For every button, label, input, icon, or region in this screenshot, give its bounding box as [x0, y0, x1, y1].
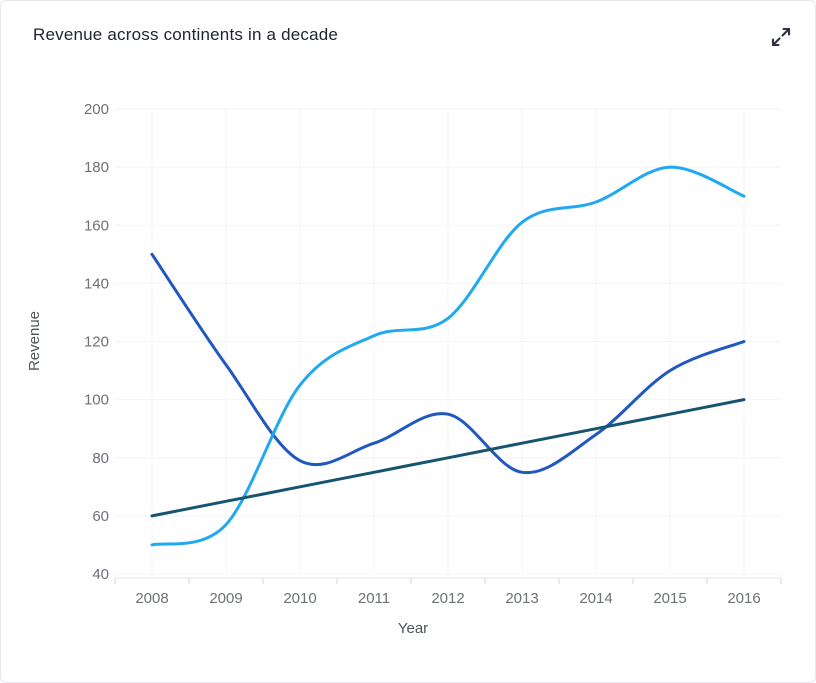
expand-button[interactable]: [767, 23, 795, 51]
y-tick-label: 160: [84, 217, 109, 234]
y-tick-label: 200: [84, 101, 109, 118]
x-tick-label: 2016: [727, 590, 760, 607]
series-line-dark-teal: [150, 398, 746, 518]
y-tick-label: 60: [92, 508, 109, 525]
y-tick-label: 140: [84, 275, 109, 292]
y-axis-title: Revenue: [26, 311, 43, 371]
x-tick-label: 2015: [653, 590, 686, 607]
card-header: Revenue across continents in a decade: [33, 25, 745, 45]
y-tick-label: 80: [92, 450, 109, 467]
series-line-royal-blue: [150, 252, 746, 475]
y-tick-label: 120: [84, 334, 109, 351]
y-tick-labels: 40 60 80 100 120 140 160 180 200: [84, 101, 109, 583]
series-lines: [150, 165, 746, 547]
x-tick-label: 2008: [135, 590, 168, 607]
expand-arrows-icon: [769, 25, 793, 49]
y-tick-label: 180: [84, 159, 109, 176]
vertical-gridlines: [151, 109, 745, 574]
x-tick-label: 2012: [431, 590, 464, 607]
x-tick-label: 2009: [209, 590, 242, 607]
x-tick-labels: 2008 2009 2010 2011 2012 2013 2014 2015 2016: [135, 590, 760, 607]
x-axis-title: Year: [398, 620, 428, 637]
y-tick-label: 100: [84, 392, 109, 409]
x-tick-label: 2010: [283, 590, 316, 607]
x-tick-label: 2014: [579, 590, 612, 607]
x-axis: [114, 577, 782, 584]
series-line-light-blue: [150, 165, 746, 547]
line-chart: 40 60 80 100 120 140 160 180 200 2008 2009 2010 201…: [26, 101, 782, 637]
y-tick-label: 40: [92, 566, 109, 583]
x-tick-label: 2013: [505, 590, 538, 607]
chart-title: Revenue across continents in a decade: [33, 25, 339, 44]
x-tick-label: 2011: [358, 590, 390, 607]
